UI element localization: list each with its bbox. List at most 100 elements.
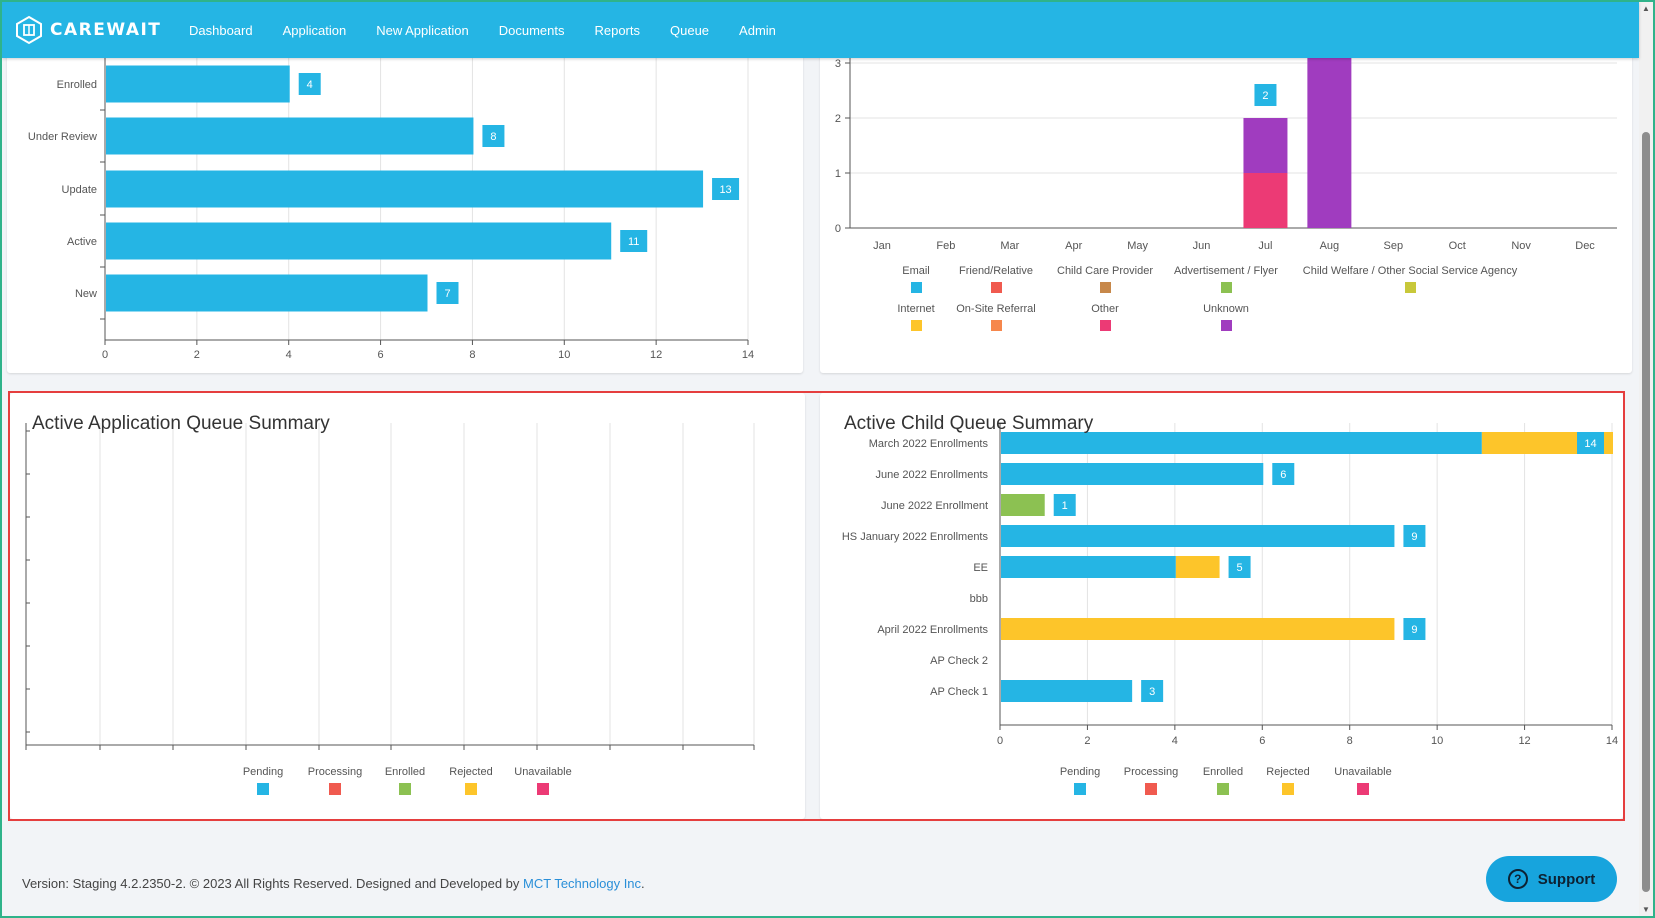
- bar-june-2022-enrollments-pending: [1001, 463, 1264, 485]
- x-tick-label: 4: [286, 349, 292, 361]
- legend-swatch-pending: [257, 783, 269, 795]
- x-tick-label: 10: [1431, 735, 1443, 747]
- x-tick-label: 14: [742, 349, 754, 361]
- scroll-down-arrow-icon[interactable]: ▼: [1642, 905, 1650, 914]
- total-label: 14: [1584, 438, 1596, 450]
- bar-ee-pending: [1001, 556, 1176, 578]
- x-tick-label: Apr: [1065, 240, 1082, 252]
- legend-swatch-processing: [329, 783, 341, 795]
- support-button[interactable]: ? Support: [1486, 856, 1617, 902]
- legend-label-friend-relative: Friend/Relative: [959, 265, 1033, 277]
- x-tick-label: Nov: [1511, 240, 1531, 252]
- legend-swatch-email: [911, 282, 922, 293]
- nav-item-queue[interactable]: Queue: [670, 22, 710, 38]
- data-label: 7: [444, 288, 450, 300]
- scroll-thumb[interactable]: [1642, 132, 1650, 892]
- x-tick-label: 6: [1259, 735, 1265, 747]
- x-tick-label: Jan: [873, 240, 891, 252]
- legend-swatch-rejected: [465, 783, 477, 795]
- legend-label-unavailable: Unavailable: [514, 766, 571, 778]
- legend-label-on-site-referral: On-Site Referral: [956, 303, 1035, 315]
- x-tick-label: Jul: [1258, 240, 1272, 252]
- nav-item-dashboard[interactable]: Dashboard: [189, 22, 253, 38]
- child-queue-title: Active Child Queue Summary: [844, 413, 1094, 434]
- legend-label-pending: Pending: [1060, 766, 1100, 778]
- data-label-box: [436, 282, 459, 304]
- y-tick-label: AP Check 1: [930, 686, 988, 698]
- total-label: 1: [1062, 500, 1068, 512]
- page-scrollbar[interactable]: ▲ ▼: [1639, 2, 1653, 916]
- data-label-box: [298, 73, 321, 95]
- total-label-box: [1141, 680, 1164, 702]
- total-label: 9: [1411, 624, 1417, 636]
- scroll-up-arrow-icon[interactable]: ▲: [1642, 4, 1650, 13]
- x-tick-label: Aug: [1320, 240, 1340, 252]
- total-label-box: [1228, 556, 1251, 578]
- brand-logo[interactable]: CAREWAIT: [14, 15, 189, 45]
- legend-label-processing: Processing: [1124, 766, 1178, 778]
- y-tick-label: 1: [835, 168, 841, 180]
- y-tick-label: June 2022 Enrollments: [875, 469, 988, 481]
- bar-aug-unknown: [1307, 52, 1352, 228]
- footer: Version: Staging 4.2.2350-2. © 2023 All …: [22, 876, 645, 891]
- application-queue-chart: Pending Processing Enrolled Rejected Unavail…: [25, 423, 755, 795]
- nav-item-new-application[interactable]: New Application: [376, 22, 469, 38]
- data-label-box: [620, 230, 648, 252]
- x-tick-label: 4: [1172, 735, 1178, 747]
- legend-swatch-processing: [1145, 783, 1157, 795]
- nav-item-application[interactable]: Application: [282, 22, 347, 38]
- bar-march-2022-enrollments-pending: [1001, 432, 1482, 454]
- bar-under-review: [106, 117, 474, 155]
- bar-active: [106, 222, 612, 260]
- nav-item-documents[interactable]: Documents: [498, 22, 565, 38]
- y-tick-label: Under Review: [28, 131, 97, 143]
- application-queue-card: Active Application Queue Summary Pending…: [10, 393, 805, 819]
- total-label-box: [1403, 525, 1426, 547]
- application-queue-title: Active Application Queue Summary: [32, 413, 330, 434]
- footer-company-link[interactable]: MCT Technology Inc: [523, 876, 642, 891]
- legend-label-unknown: Unknown: [1203, 303, 1249, 315]
- y-tick-label: 0: [835, 223, 841, 235]
- data-label: 13: [719, 184, 731, 196]
- legend-swatch-friend-relative: [991, 282, 1002, 293]
- nav-item-reports[interactable]: Reports: [594, 22, 640, 38]
- bar-april-2022-enrollments-rejected: [1001, 618, 1395, 640]
- y-tick-label: 3: [835, 58, 841, 70]
- legend-swatch-unknown: [1221, 320, 1232, 331]
- child-queue-card: Active Child Queue Summary 0 2 4 6 8 10 12 14 Ma…: [820, 393, 1623, 819]
- x-tick-label: 0: [102, 349, 108, 361]
- x-tick-label: 2: [1084, 735, 1090, 747]
- nav-menu: Dashboard Application New Application Docum…: [189, 23, 806, 38]
- legend-swatch-pending: [1074, 783, 1086, 795]
- child-queue-chart: 0 2 4 6 8 10 12 14 March 2022 Enrollments 14 June …: [842, 423, 1618, 795]
- y-tick-label: June 2022 Enrollment: [881, 500, 988, 512]
- brand-name: CAREWAIT: [50, 20, 162, 40]
- question-circle-icon: ?: [1507, 869, 1528, 889]
- referral-source-card: 0 1 2 3 Jan Feb Mar Apr May Jun Jul 2 Aug Sep Oct Nov De…: [820, 40, 1632, 373]
- total-label-box: [1403, 618, 1426, 640]
- bar-ap-check-1-pending: [1001, 680, 1133, 702]
- legend-label-enrolled: Enrolled: [385, 766, 425, 778]
- y-tick-label: 2: [835, 113, 841, 125]
- legend-label-child-care-provider: Child Care Provider: [1057, 265, 1153, 277]
- footer-text: Version: Staging 4.2.2350-2. © 2023 All …: [22, 876, 524, 891]
- carewait-logo-icon: [16, 15, 42, 45]
- total-label-box: [1053, 494, 1076, 516]
- legend-swatch-enrolled: [1217, 783, 1229, 795]
- total-label: 6: [1280, 469, 1286, 481]
- bar-ee-rejected: [1175, 556, 1220, 578]
- top-navbar: CAREWAIT Dashboard Application New Applica…: [2, 2, 1639, 58]
- legend-label-unavailable: Unavailable: [1334, 766, 1391, 778]
- y-tick-label: AP Check 2: [930, 655, 988, 667]
- y-tick-label: bbb: [970, 593, 988, 605]
- total-label-box: [1254, 84, 1277, 106]
- x-tick-label: 12: [1518, 735, 1530, 747]
- data-label: 4: [307, 79, 313, 91]
- legend-label-child-welfare-other-social-service-agency: Child Welfare / Other Social Service Age…: [1303, 265, 1518, 277]
- legend-swatch-child-care-provider: [1100, 282, 1111, 293]
- data-label-box: [482, 125, 505, 147]
- nav-item-admin[interactable]: Admin: [739, 22, 776, 38]
- legend-label-processing: Processing: [308, 766, 362, 778]
- y-tick-label: Enrolled: [57, 79, 97, 91]
- bar-hs-january-2022-enrollments-pending: [1001, 525, 1395, 547]
